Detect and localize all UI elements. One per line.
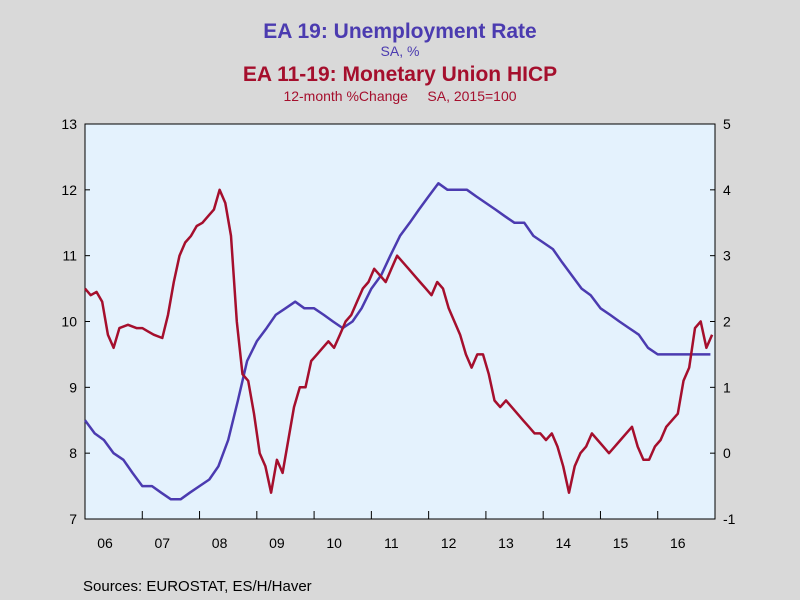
left-axis: 7 8 9 10 11 12 13	[61, 116, 90, 527]
chart-title-hicp: EA 11-19: Monetary Union HICP	[242, 63, 558, 86]
left-tick-label: 7	[69, 511, 77, 527]
x-tick-label: 08	[212, 535, 228, 551]
x-tick-label: 15	[613, 535, 629, 551]
left-tick-label: 11	[62, 248, 77, 264]
left-tick-label: 10	[61, 314, 77, 330]
right-tick-label: 2	[723, 314, 731, 330]
source-note: Sources: EUROSTAT, ES/H/Haver	[83, 578, 312, 595]
x-tick-label: 16	[670, 535, 686, 551]
left-tick-label: 8	[69, 445, 77, 461]
right-tick-label: 0	[723, 445, 731, 461]
x-tick-label: 09	[269, 535, 285, 551]
x-axis: 06 07 08 09 10 11 12 13 14 15 16	[97, 511, 686, 551]
series-lines	[83, 182, 714, 501]
x-tick-label: 13	[498, 535, 514, 551]
x-tick-label: 14	[555, 535, 571, 551]
x-tick-label: 10	[326, 535, 342, 551]
series-line-hicp	[84, 188, 714, 494]
right-tick-label: -1	[723, 511, 736, 527]
right-axis: -1 0 1 2 3 4 5	[710, 116, 736, 527]
chart-subtitle-hicp: 12-month %Change SA, 2015=100	[283, 88, 517, 104]
chart-subtitle-unemployment: SA, %	[380, 43, 420, 59]
x-tick-label: 07	[155, 535, 171, 551]
left-tick-label: 9	[69, 379, 77, 395]
right-tick-label: 3	[723, 248, 731, 264]
right-tick-label: 1	[723, 379, 731, 395]
series-line-unemployment	[83, 182, 711, 501]
right-tick-label: 5	[723, 116, 731, 132]
right-tick-label: 4	[723, 182, 731, 198]
x-tick-label: 12	[441, 535, 457, 551]
left-tick-label: 13	[61, 116, 77, 132]
x-tick-label: 11	[384, 535, 399, 551]
left-tick-label: 12	[61, 182, 77, 198]
x-tick-label: 06	[97, 535, 113, 551]
chart-title-unemployment: EA 19: Unemployment Rate	[263, 20, 537, 43]
